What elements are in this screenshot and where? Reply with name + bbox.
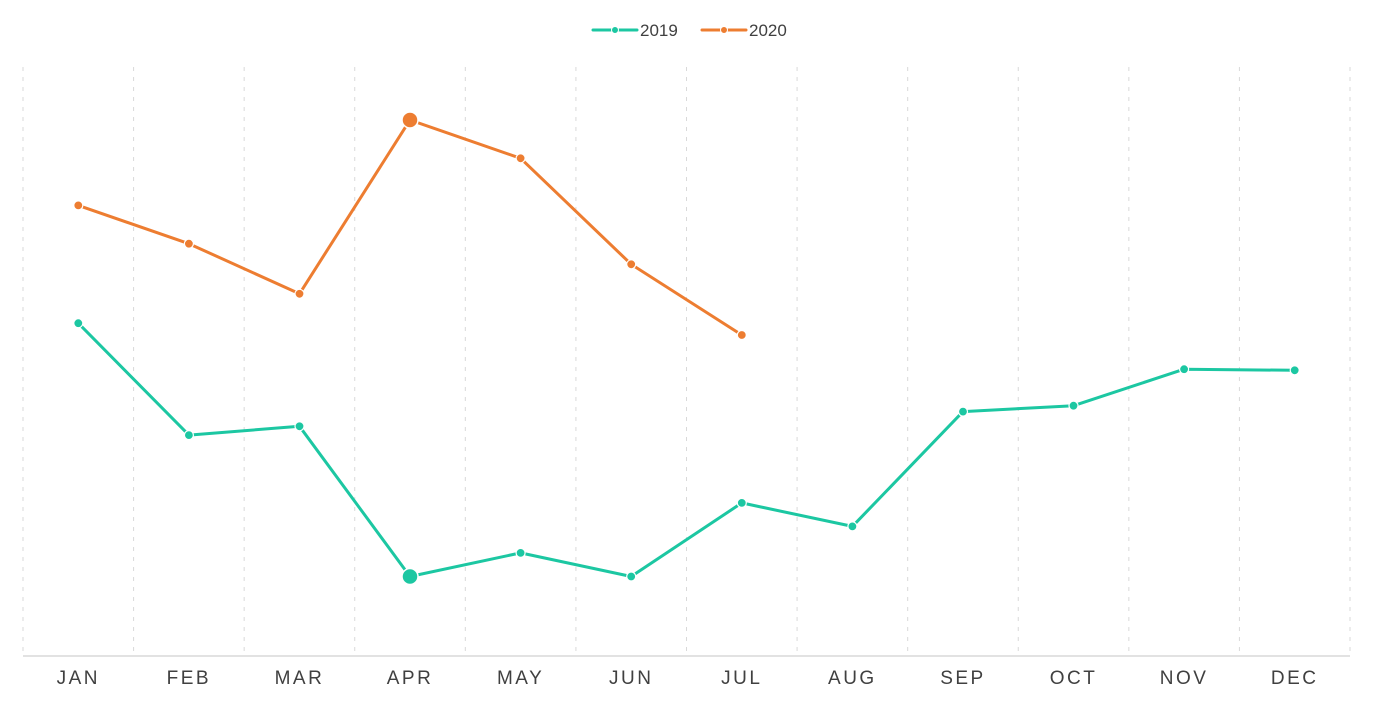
series-lines — [73, 111, 1300, 586]
data-point[interactable] — [626, 571, 637, 582]
x-tick-label: JUN — [609, 668, 653, 689]
gridlines — [22, 67, 1351, 656]
x-tick-label: JAN — [57, 668, 100, 689]
x-tick-label: JUL — [721, 668, 762, 689]
data-point[interactable] — [73, 200, 84, 211]
data-point[interactable] — [183, 238, 194, 249]
data-point[interactable] — [957, 406, 969, 417]
legend-swatch-marker — [720, 26, 728, 34]
data-point[interactable] — [736, 329, 747, 341]
x-tick-label: NOV — [1160, 668, 1209, 689]
data-point[interactable] — [1178, 364, 1190, 375]
x-tick-label: AUG — [828, 668, 877, 689]
data-point[interactable] — [515, 547, 526, 559]
legend-item[interactable]: 2019 — [591, 21, 678, 40]
legend-label: 2019 — [640, 21, 678, 40]
data-point[interactable] — [1289, 365, 1300, 376]
data-point[interactable] — [1068, 400, 1079, 411]
data-point[interactable] — [736, 497, 747, 508]
legend: 2019 2020 — [591, 21, 787, 40]
data-point[interactable] — [626, 259, 637, 270]
legend-item[interactable]: 2020 — [700, 21, 787, 40]
series-2019 — [73, 318, 1300, 586]
data-point[interactable] — [183, 430, 194, 441]
series-line — [76, 118, 744, 337]
data-point[interactable] — [73, 318, 84, 329]
x-tick-label: SEP — [940, 668, 986, 689]
x-tick-label: DEC — [1271, 668, 1319, 689]
data-point[interactable] — [515, 153, 526, 164]
x-tick-label: FEB — [167, 668, 211, 689]
series-2020 — [73, 111, 747, 341]
legend-label: 2020 — [749, 21, 787, 40]
legend-swatch-marker — [611, 26, 619, 34]
x-tick-label: OCT — [1050, 668, 1098, 689]
x-tick-label: MAY — [497, 668, 544, 689]
data-point[interactable] — [294, 421, 305, 432]
data-point[interactable] — [847, 521, 858, 532]
x-tick-labels: JAN FEB MAR APR MAY JUN JUL AUG SEP OCT NOV DEC — [57, 668, 1319, 689]
series-line — [76, 321, 1297, 578]
highlight-point[interactable] — [401, 567, 419, 586]
data-point[interactable] — [294, 288, 305, 299]
x-tick-label: APR — [387, 668, 434, 689]
highlight-point[interactable] — [401, 111, 419, 129]
x-tick-label: MAR — [275, 668, 325, 689]
